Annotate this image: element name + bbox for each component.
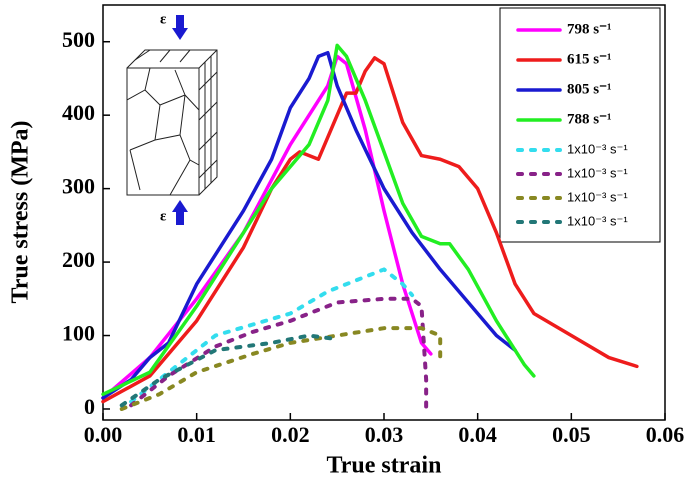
x-axis-label: True strain (327, 453, 442, 479)
legend-label: 1x10⁻³ s⁻¹ (567, 141, 628, 156)
x-tick-label: 0.04 (458, 422, 497, 447)
y-axis-label: True stress (MPa) (8, 120, 34, 303)
y-tick-label: 100 (62, 321, 95, 346)
x-tick-label: 0.06 (646, 422, 685, 447)
x-tick-label: 0.02 (271, 422, 310, 447)
y-tick-label: 200 (62, 247, 95, 272)
y-tick-label: 0 (84, 394, 95, 419)
x-tick-label: 0.03 (365, 422, 404, 447)
series-line (119, 333, 340, 408)
x-tick-label: 0.05 (552, 422, 591, 447)
series-line (129, 267, 415, 404)
series-line (101, 43, 536, 397)
y-tick-label: 500 (62, 27, 95, 52)
x-tick-label: 0.00 (84, 422, 123, 447)
legend-label: 1x10⁻³ s⁻¹ (567, 189, 628, 204)
strain-symbol: ε (160, 208, 167, 224)
strain-symbol: ε (160, 11, 167, 27)
legend-label: 1x10⁻³ s⁻¹ (567, 165, 628, 180)
legend-label: 788 s⁻¹ (567, 111, 612, 127)
x-tick-label: 0.01 (177, 422, 216, 447)
legend-label: 805 s⁻¹ (567, 81, 612, 97)
y-tick-label: 300 (62, 174, 95, 199)
y-tick-label: 400 (62, 100, 95, 125)
series-line (119, 326, 443, 411)
legend-label: 615 s⁻¹ (567, 51, 612, 67)
series-line (129, 296, 429, 411)
inset-diagram (126, 15, 218, 225)
legend-label: 1x10⁻³ s⁻¹ (567, 213, 628, 228)
legend-label: 798 s⁻¹ (567, 21, 612, 37)
legend-box (499, 7, 661, 243)
